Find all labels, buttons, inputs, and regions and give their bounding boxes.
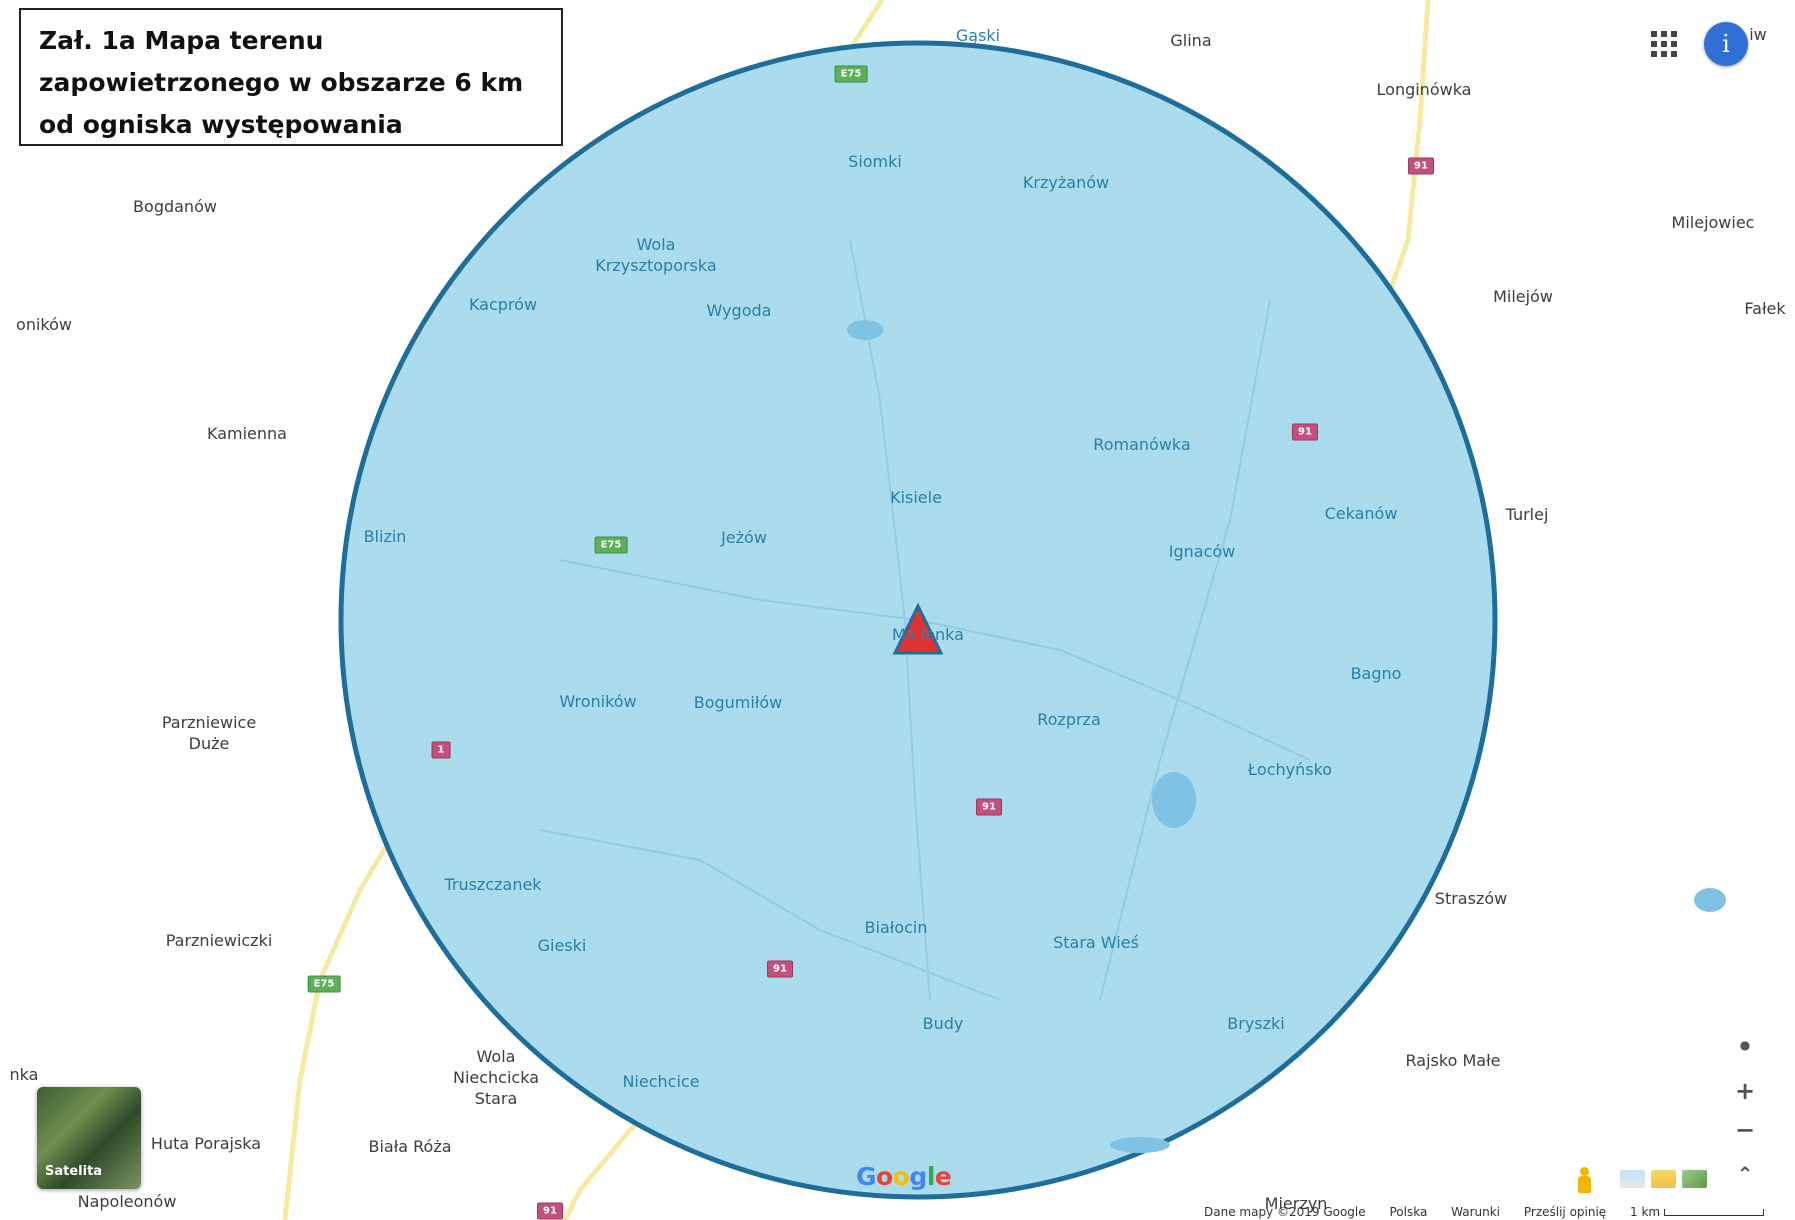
place-label: Kamienna [207,424,287,443]
place-label: iw [1749,25,1767,44]
place-label: Wola Krzysztoporska [595,235,717,275]
zoom-in-button[interactable]: + [1734,1077,1756,1105]
place-label: Rajsko Małe [1405,1051,1501,1070]
road-shield-1: 1 [431,741,451,759]
title-line: zapowietrzonego w obszarze 6 km [39,68,524,97]
place-label: Straszów [1434,889,1508,908]
place-label: Parzniewiczki [165,931,273,950]
title-line: od ogniska występowania [39,110,403,139]
place-label: Bagno [1350,664,1402,683]
place-label: Parzniewice Duże [161,713,257,753]
minor-roads [539,239,1311,1001]
place-label: Stara Wieś [1053,933,1139,952]
place-label: Fałek [1744,299,1786,318]
place-label: oników [16,315,72,334]
terms-link[interactable]: Warunki [1451,1205,1501,1219]
map-footer: Dane mapy ©2019 Google Polska Warunki Pr… [1204,1205,1784,1219]
water-bodies [847,320,1726,1153]
place-label: Milejów [1493,287,1553,306]
expand-chevron-icon[interactable]: ⌃ [1736,1162,1754,1186]
country-link[interactable]: Polska [1389,1205,1428,1219]
layer-thumb-terrain[interactable] [1620,1170,1645,1188]
place-label: Gieski [537,936,587,955]
place-label: Ignaców [1168,542,1236,561]
road-shield-91: 91 [767,960,793,978]
feedback-link[interactable]: Prześlij opinię [1523,1205,1607,1219]
road-shield-91: 91 [976,798,1002,816]
apps-grid-icon[interactable] [1651,31,1677,57]
street-view-pegman-icon[interactable] [1576,1167,1592,1193]
place-label: Gąski [955,26,1001,45]
place-label: Niechcice [622,1072,700,1091]
place-label: Biała Róża [368,1137,452,1156]
place-label: Siomki [848,152,902,171]
road-shield-91: 91 [1292,423,1318,441]
road-shield-91: 91 [1408,157,1434,175]
place-label: Wroników [559,692,637,711]
place-label: Bogumiłów [693,693,783,712]
place-label: Jeżów [721,528,767,547]
place-label: Mierzyn [1264,1194,1328,1213]
place-label: Cekanów [1324,504,1398,523]
place-label: Białocin [864,918,928,937]
google-logo: Google [856,1162,952,1191]
layer-thumb-traffic[interactable] [1651,1170,1676,1188]
place-label: Wygoda [706,301,772,320]
place-label: Ma lenka [892,625,964,644]
title-line: Zał. 1a Mapa terenu [39,26,324,55]
place-label: Kacprów [468,295,538,314]
place-label: Huta Porajska [150,1134,262,1153]
place-label: Kisiele [890,488,942,507]
place-label: Łochyńsko [1247,760,1333,779]
layer-thumb-bike[interactable] [1682,1170,1707,1188]
map-data-credit: Dane mapy ©2019 Google [1204,1205,1366,1219]
place-label: Krzyżanów [1022,173,1110,192]
place-label: Wola Niechcicka Stara [452,1047,540,1108]
place-label: Romanówka [1093,435,1191,454]
satellite-toggle-button[interactable]: Satelita [37,1087,141,1189]
place-label: Milejowiec [1671,213,1755,232]
road-shield-91: 91 [537,1202,563,1220]
info-button[interactable]: i [1704,22,1748,66]
place-label: Napoleonów [77,1192,177,1211]
place-label: nka [9,1065,39,1084]
place-label: Turlej [1505,505,1549,524]
satellite-label: Satelita [45,1164,103,1179]
map-title-box: Zał. 1a Mapa terenu zapowietrzonego w ob… [19,8,563,146]
place-label: Bogdanów [133,197,217,216]
scale-bar [1664,1209,1765,1216]
road-shield-e75: E75 [594,536,628,554]
compass-dot-icon[interactable]: ● [1739,1038,1751,1052]
place-label: Blizin [363,527,407,546]
outbreak-marker-triangle[interactable] [892,602,944,655]
road-shield-e75: E75 [834,65,868,83]
place-label: Truszczanek [444,875,542,894]
scale-label: 1 km [1630,1205,1661,1219]
place-label: Longinówka [1376,80,1472,99]
place-label: Rozprza [1037,710,1101,729]
place-label: Glina [1170,31,1212,50]
zoom-out-button[interactable]: − [1734,1116,1756,1144]
road-shield-e75: E75 [307,975,341,993]
place-label: Budy [922,1014,964,1033]
place-label: Bryszki [1227,1014,1285,1033]
